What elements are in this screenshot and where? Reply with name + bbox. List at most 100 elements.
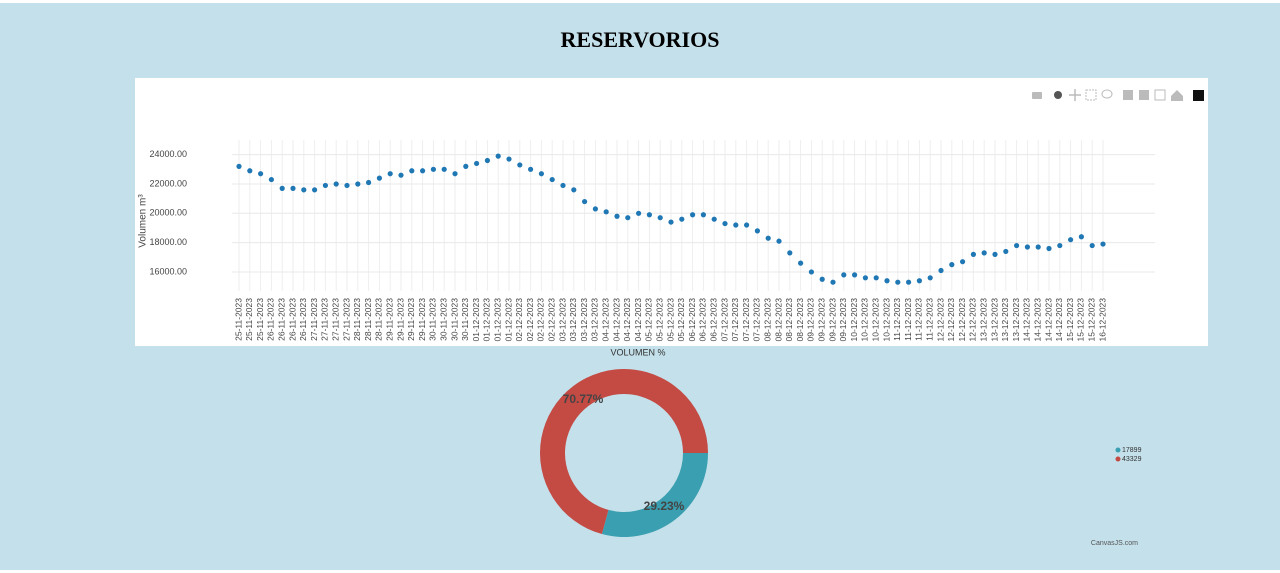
x-tick-label: 10-12-2023 — [849, 298, 859, 342]
data-point — [279, 185, 285, 191]
x-tick-label: 30-11-2023 — [428, 298, 438, 341]
data-point — [927, 275, 933, 281]
data-point — [614, 213, 620, 219]
x-tick-label: 10-12-2023 — [870, 298, 880, 342]
data-point — [549, 176, 555, 183]
data-point — [744, 222, 750, 228]
x-tick-label: 12-12-2023 — [968, 298, 978, 342]
data-point — [592, 206, 599, 212]
data-point — [506, 156, 512, 162]
x-tick-label: 07-12-2023 — [719, 298, 729, 342]
data-point — [765, 235, 771, 241]
x-tick-label: 29-11-2023 — [395, 298, 405, 341]
x-tick-label: 12-12-2023 — [935, 298, 945, 342]
x-tick-label: 13-12-2023 — [1011, 298, 1021, 342]
data-point — [1068, 237, 1074, 243]
x-tick-label: 01-12-2023 — [471, 298, 481, 342]
camera-icon[interactable] — [1032, 92, 1042, 99]
x-tick-label: 06-12-2023 — [687, 298, 697, 342]
data-point — [657, 215, 663, 221]
x-tick-label: 10-12-2023 — [860, 298, 870, 342]
x-tick-label: 26-11-2023 — [287, 298, 297, 341]
x-tick-label: 30-11-2023 — [438, 298, 448, 341]
x-tick-label: 25-11-2023 — [233, 298, 243, 341]
x-tick-label: 11-12-2023 — [914, 298, 924, 341]
x-tick-label: 26-11-2023 — [298, 298, 308, 341]
data-point — [366, 179, 372, 186]
value-label: 29.23% — [644, 499, 685, 513]
x-tick-label: 09-12-2023 — [806, 298, 816, 342]
x-tick-label: 03-12-2023 — [590, 298, 600, 342]
data-point — [301, 187, 307, 193]
logo-icon[interactable] — [1193, 90, 1204, 101]
x-tick-label: 27-11-2023 — [330, 298, 340, 341]
x-tick-label: 28-11-2023 — [363, 298, 373, 341]
pan-icon[interactable] — [1069, 89, 1081, 101]
x-tick-label: 07-12-2023 — [730, 298, 740, 342]
x-tick-label: 04-12-2023 — [600, 298, 610, 342]
x-tick-label: 03-12-2023 — [568, 298, 578, 342]
chart-title: VOLUMEN % — [610, 347, 665, 357]
data-point — [236, 163, 242, 169]
zoom-in-icon[interactable] — [1123, 90, 1133, 100]
data-point — [754, 228, 761, 234]
data-point — [819, 276, 825, 282]
y-tick-label: 24000.00 — [149, 149, 187, 159]
x-tick-label: 11-12-2023 — [892, 298, 902, 341]
autoscale-icon[interactable] — [1154, 89, 1166, 101]
zoom-out-icon[interactable] — [1139, 90, 1149, 100]
toolbar — [1032, 89, 1204, 101]
zoom-icon[interactable] — [1054, 91, 1062, 99]
x-tick-label: 05-12-2023 — [654, 298, 664, 342]
legend-label: 17899 — [1122, 447, 1142, 454]
x-tick-label: 10-12-2023 — [881, 298, 891, 342]
data-point — [636, 210, 642, 216]
data-point — [938, 267, 944, 274]
data-point — [1014, 242, 1020, 249]
legend-label: 43329 — [1122, 456, 1142, 463]
data-point — [895, 279, 901, 285]
data-point — [1057, 242, 1063, 249]
data-point — [247, 168, 253, 174]
x-tick-label: 02-12-2023 — [536, 298, 546, 342]
x-tick-label: 15-12-2023 — [1086, 298, 1096, 342]
lasso-icon[interactable] — [1101, 89, 1113, 99]
data-point — [344, 182, 350, 189]
x-tick-label: 14-12-2023 — [1043, 298, 1053, 342]
home-icon[interactable] — [1171, 90, 1183, 101]
data-point — [1078, 234, 1084, 240]
data-point — [884, 278, 890, 284]
x-tick-label: 25-11-2023 — [255, 298, 265, 341]
data-point — [992, 251, 998, 257]
data-point — [722, 220, 728, 227]
data-point — [398, 172, 404, 178]
data-point — [420, 168, 426, 174]
x-tick-label: 26-11-2023 — [266, 298, 276, 341]
x-tick-label: 06-12-2023 — [698, 298, 708, 342]
data-point — [841, 272, 847, 278]
x-tick-label: 28-11-2023 — [374, 298, 384, 341]
data-point — [571, 187, 577, 193]
data-point — [852, 272, 858, 278]
data-point — [1046, 245, 1052, 252]
data-point — [333, 181, 339, 187]
data-point — [603, 209, 609, 215]
data-point — [517, 162, 523, 168]
x-tick-label: 25-11-2023 — [244, 298, 254, 341]
x-tick-label: 15-12-2023 — [1076, 298, 1086, 342]
data-point — [970, 251, 977, 257]
x-tick-label: 04-12-2023 — [633, 298, 643, 342]
data-point — [582, 198, 588, 205]
data-point — [495, 153, 501, 159]
select-icon[interactable] — [1085, 89, 1097, 101]
page-title: RESERVORIOS — [560, 27, 720, 52]
x-tick-label: 11-12-2023 — [903, 298, 913, 341]
y-tick-label: 22000.00 — [149, 178, 187, 188]
data-point — [1100, 241, 1106, 247]
data-point — [1089, 242, 1095, 249]
data-point — [981, 250, 987, 256]
x-tick-label: 08-12-2023 — [784, 298, 794, 342]
data-point — [376, 175, 382, 181]
x-tick-label: 05-12-2023 — [644, 298, 654, 342]
data-point — [312, 187, 318, 193]
